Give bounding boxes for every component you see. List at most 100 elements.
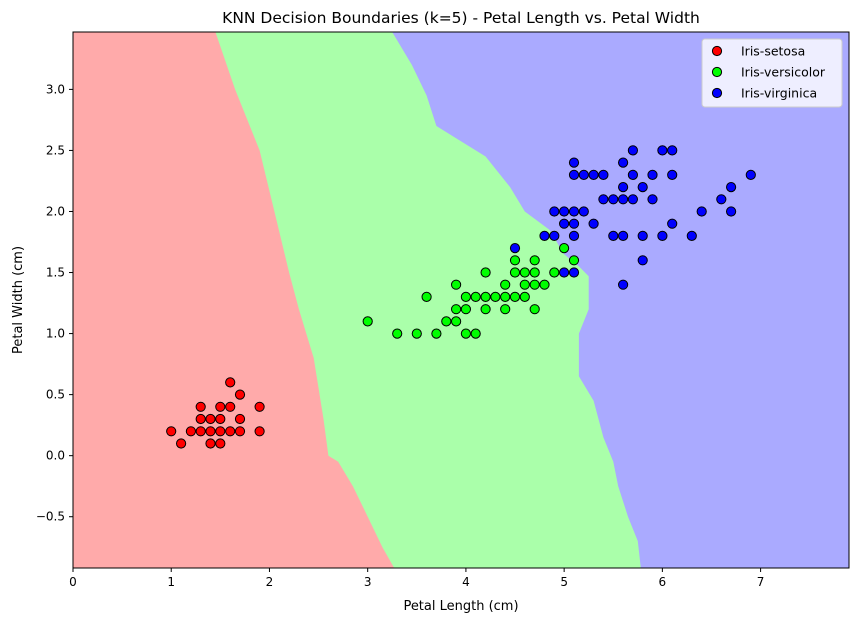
data-point bbox=[254, 426, 265, 437]
data-point bbox=[411, 328, 422, 339]
data-point bbox=[667, 218, 678, 229]
data-point bbox=[618, 182, 629, 193]
data-point bbox=[234, 413, 246, 425]
data-point bbox=[657, 230, 668, 241]
y-axis: −0.5 0.0 0.5 1.0 1.5 2.0 2.5 3.0 bbox=[36, 82, 73, 524]
data-point bbox=[618, 157, 629, 168]
data-point bbox=[451, 304, 462, 315]
data-point bbox=[519, 291, 530, 302]
data-point bbox=[205, 413, 216, 425]
data-point bbox=[667, 169, 678, 180]
data-point bbox=[647, 194, 658, 205]
data-point bbox=[460, 304, 471, 315]
data-point bbox=[588, 169, 599, 180]
y-tick-label: 1.5 bbox=[46, 266, 65, 280]
data-point bbox=[529, 255, 540, 266]
legend-label: Iris-setosa bbox=[741, 44, 805, 59]
data-point bbox=[647, 169, 658, 180]
data-point bbox=[627, 169, 639, 180]
x-tick-label: 0 bbox=[69, 575, 77, 589]
series-iris-versicolor bbox=[362, 243, 580, 339]
y-axis-label: Petal Width (cm) bbox=[11, 246, 26, 354]
data-point bbox=[608, 194, 619, 205]
data-point bbox=[745, 169, 756, 180]
data-point bbox=[451, 316, 462, 327]
data-point bbox=[225, 426, 236, 437]
data-point bbox=[480, 291, 491, 302]
legend-marker bbox=[711, 87, 723, 99]
data-point bbox=[421, 291, 432, 302]
data-point bbox=[451, 279, 462, 290]
data-point bbox=[627, 194, 639, 205]
data-point bbox=[529, 267, 540, 278]
data-point bbox=[185, 426, 196, 437]
data-point bbox=[254, 401, 265, 412]
y-tick-label: −0.5 bbox=[36, 510, 65, 524]
data-point bbox=[225, 377, 236, 388]
data-point bbox=[618, 230, 629, 241]
data-point bbox=[686, 230, 697, 241]
data-point bbox=[627, 145, 639, 156]
legend-marker bbox=[711, 45, 723, 57]
data-point bbox=[667, 145, 678, 156]
data-point bbox=[568, 157, 580, 168]
data-point bbox=[598, 169, 609, 180]
data-point bbox=[559, 267, 570, 278]
series-iris-setosa bbox=[166, 377, 265, 449]
data-point bbox=[441, 316, 452, 327]
legend-label: Iris-virginica bbox=[741, 86, 817, 101]
y-tick-label: 0.5 bbox=[46, 388, 65, 402]
data-point bbox=[529, 279, 540, 290]
data-point bbox=[480, 304, 491, 315]
data-point bbox=[195, 426, 206, 437]
data-point bbox=[234, 426, 246, 437]
data-point bbox=[205, 426, 216, 437]
data-points bbox=[166, 145, 756, 449]
data-point bbox=[215, 401, 226, 412]
series-iris-virginica bbox=[509, 145, 756, 290]
data-point bbox=[539, 230, 550, 241]
x-tick-label: 6 bbox=[659, 575, 667, 589]
data-point bbox=[362, 316, 373, 327]
data-point bbox=[500, 279, 511, 290]
data-point bbox=[460, 328, 471, 339]
data-point bbox=[568, 218, 580, 229]
data-point bbox=[568, 230, 580, 241]
x-tick-label: 7 bbox=[757, 575, 765, 589]
x-axis: 0 1 2 3 4 5 6 7 bbox=[69, 568, 764, 589]
data-point bbox=[176, 438, 187, 449]
data-point bbox=[549, 267, 560, 278]
x-axis-label: Petal Length (cm) bbox=[403, 599, 518, 614]
data-point bbox=[568, 206, 580, 217]
data-point bbox=[539, 279, 550, 290]
data-point bbox=[519, 267, 530, 278]
data-point bbox=[637, 182, 648, 193]
x-tick-label: 5 bbox=[560, 575, 568, 589]
data-point bbox=[500, 304, 511, 315]
data-point bbox=[470, 291, 481, 302]
data-point bbox=[559, 206, 570, 217]
data-point bbox=[234, 389, 246, 400]
data-point bbox=[726, 206, 737, 217]
x-tick-label: 2 bbox=[266, 575, 274, 589]
data-point bbox=[215, 438, 226, 449]
x-tick-label: 4 bbox=[462, 575, 470, 589]
data-point bbox=[215, 413, 226, 425]
data-point bbox=[195, 413, 206, 425]
decision-regions bbox=[73, 32, 849, 568]
legend-box bbox=[701, 38, 843, 108]
data-point bbox=[205, 438, 216, 449]
data-point bbox=[215, 426, 226, 437]
data-point bbox=[529, 304, 540, 315]
data-point bbox=[637, 230, 648, 241]
data-point bbox=[568, 267, 580, 278]
data-point bbox=[460, 291, 471, 302]
data-point bbox=[618, 194, 629, 205]
data-point bbox=[392, 328, 403, 339]
data-point bbox=[559, 243, 570, 254]
legend: Iris-setosa Iris-versicolor Iris-virginica bbox=[701, 38, 843, 108]
data-point bbox=[559, 218, 570, 229]
data-point bbox=[549, 206, 560, 217]
legend-marker bbox=[711, 66, 723, 78]
